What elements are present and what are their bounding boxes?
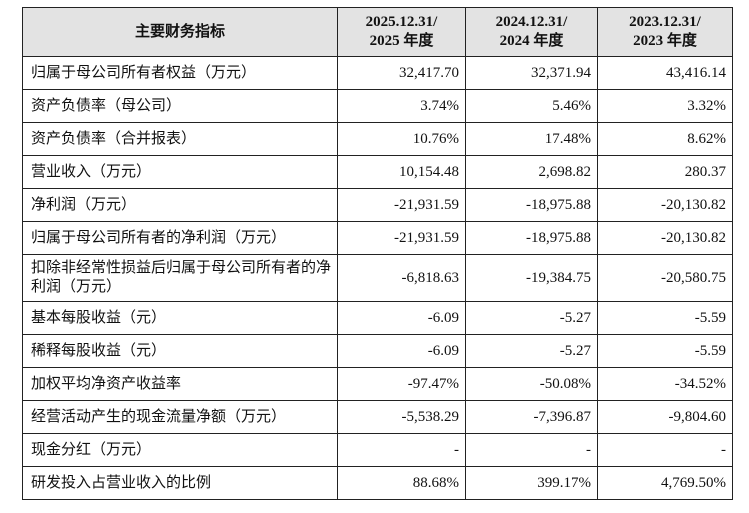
- table-row: 扣除非经常性损益后归属于母公司所有者的净利润（万元） -6,818.63 -19,3…: [22, 254, 733, 302]
- value-cell: -19,384.75: [465, 254, 598, 302]
- value-cell: 88.68%: [337, 466, 466, 500]
- row-label: 经营活动产生的现金流量净额（万元）: [22, 400, 338, 434]
- header-text: 2023 年度: [633, 33, 697, 49]
- header-text: 2024.12.31/: [495, 14, 568, 30]
- value-cell: 32,417.70: [337, 56, 466, 90]
- value-cell: -97.47%: [337, 367, 466, 401]
- table-row: 加权平均净资产收益率 -97.47% -50.08% -34.52%: [22, 367, 733, 401]
- value-cell: 32,371.94: [465, 56, 598, 90]
- value-cell: -5.27: [465, 334, 598, 368]
- value-cell: -18,975.88: [465, 221, 598, 255]
- value-cell: 8.62%: [597, 122, 733, 156]
- row-label: 基本每股收益（元）: [22, 301, 338, 335]
- row-label: 扣除非经常性损益后归属于母公司所有者的净利润（万元）: [22, 254, 338, 302]
- table-row: 经营活动产生的现金流量净额（万元） -5,538.29 -7,396.87 -9,80…: [22, 400, 733, 434]
- header-text: 2025 年度: [369, 33, 434, 49]
- table-row: 资产负债率（合并报表） 10.76% 17.48% 8.62%: [22, 122, 733, 156]
- row-label: 稀释每股收益（元）: [22, 334, 338, 368]
- table-row: 资产负债率（母公司） 3.74% 5.46% 3.32%: [22, 89, 733, 123]
- value-cell: -7,396.87: [465, 400, 598, 434]
- value-cell: -5.27: [465, 301, 598, 335]
- header-text: 主要财务指标: [134, 23, 225, 40]
- header-cell: 2023.12.31/2023 年度: [597, 7, 733, 57]
- row-label: 加权平均净资产收益率: [22, 367, 338, 401]
- value-cell: -5.59: [597, 301, 733, 335]
- value-cell: -18,975.88: [465, 188, 598, 222]
- value-cell: -21,931.59: [337, 188, 466, 222]
- row-label: 归属于母公司所有者的净利润（万元）: [22, 221, 338, 255]
- value-cell: 17.48%: [465, 122, 598, 156]
- value-cell: -6.09: [337, 334, 466, 368]
- value-cell: -34.52%: [597, 367, 733, 401]
- table-row: 稀释每股收益（元） -6.09 -5.27 -5.59: [22, 334, 733, 368]
- value-cell: -21,931.59: [337, 221, 466, 255]
- value-cell: -: [597, 433, 733, 467]
- table-row: 净利润（万元） -21,931.59 -18,975.88 -20,130.82: [22, 188, 733, 222]
- value-cell: -20,130.82: [597, 188, 733, 222]
- table-row: 现金分红（万元） - - -: [22, 433, 733, 467]
- row-label: 营业收入（万元）: [22, 155, 338, 189]
- value-cell: -20,580.75: [597, 254, 733, 302]
- value-cell: -5.59: [597, 334, 733, 368]
- value-cell: 4,769.50%: [597, 466, 733, 500]
- row-label: 归属于母公司所有者权益（万元）: [22, 56, 338, 90]
- header-row: 主要财务指标 2025.12.31/2025 年度 2024.12.31/2024 …: [22, 7, 733, 57]
- value-cell: -6.09: [337, 301, 466, 335]
- value-cell: -6,818.63: [337, 254, 466, 302]
- header-cell: 2024.12.31/2024 年度: [465, 7, 598, 57]
- value-cell: -5,538.29: [337, 400, 466, 434]
- value-cell: 10.76%: [337, 122, 466, 156]
- table-row: 研发投入占营业收入的比例 88.68% 399.17% 4,769.50%: [22, 466, 733, 500]
- row-label: 净利润（万元）: [22, 188, 338, 222]
- value-cell: -9,804.60: [597, 400, 733, 434]
- value-cell: -20,130.82: [597, 221, 733, 255]
- table-row: 基本每股收益（元） -6.09 -5.27 -5.59: [22, 301, 733, 335]
- header-text: 2025.12.31/: [365, 14, 438, 30]
- value-cell: 10,154.48: [337, 155, 466, 189]
- row-label: 资产负债率（母公司）: [22, 89, 338, 123]
- header-text: 2024 年度: [499, 33, 564, 49]
- value-cell: 43,416.14: [597, 56, 733, 90]
- table-row: 营业收入（万元） 10,154.48 2,698.82 280.37: [22, 155, 733, 189]
- value-cell: 280.37: [597, 155, 733, 189]
- value-cell: 5.46%: [465, 89, 598, 123]
- table-row: 归属于母公司所有者权益（万元） 32,417.70 32,371.94 43,416.…: [22, 56, 733, 90]
- value-cell: 3.32%: [597, 89, 733, 123]
- value-cell: 399.17%: [465, 466, 598, 500]
- value-cell: -: [337, 433, 466, 467]
- header-cell: 主要财务指标: [22, 7, 338, 57]
- value-cell: 3.74%: [337, 89, 466, 123]
- row-label: 资产负债率（合并报表）: [22, 122, 338, 156]
- table-row: 归属于母公司所有者的净利润（万元） -21,931.59 -18,975.88 -20…: [22, 221, 733, 255]
- value-cell: 2,698.82: [465, 155, 598, 189]
- header-text: 2023.12.31/: [629, 14, 701, 30]
- header-cell: 2025.12.31/2025 年度: [337, 7, 466, 57]
- value-cell: -: [465, 433, 598, 467]
- row-label: 现金分红（万元）: [22, 433, 338, 467]
- row-label: 研发投入占营业收入的比例: [22, 466, 338, 500]
- financial-table: 主要财务指标 2025.12.31/2025 年度 2024.12.31/2024 …: [22, 7, 733, 500]
- value-cell: -50.08%: [465, 367, 598, 401]
